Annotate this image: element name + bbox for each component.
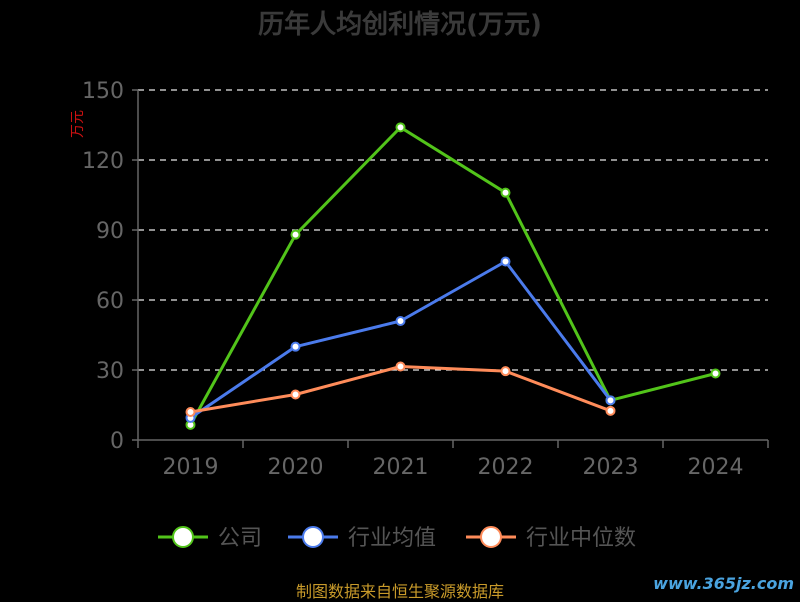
data-point: [290, 389, 301, 400]
legend-label: 公司: [218, 526, 262, 551]
data-point: [500, 366, 511, 377]
data-point: [395, 122, 406, 133]
x-tick-label: 2020: [268, 455, 324, 480]
legend-label: 行业均值: [348, 526, 436, 551]
data-point: [710, 368, 721, 379]
data-point: [500, 187, 511, 198]
x-tick-label: 2022: [478, 455, 534, 480]
legend-marker: [302, 526, 324, 548]
data-point: [290, 229, 301, 240]
y-tick-label: 90: [96, 219, 124, 244]
y-tick-label: 150: [82, 79, 124, 104]
data-point: [290, 341, 301, 352]
series-line: [189, 260, 612, 420]
data-point: [500, 256, 511, 267]
data-point: [605, 405, 616, 416]
data-point: [395, 361, 406, 372]
legend-marker: [172, 526, 194, 548]
watermark: www.365jz.com: [653, 574, 794, 593]
x-tick-label: 2024: [688, 455, 744, 480]
y-tick-label: 30: [96, 359, 124, 384]
series-line: [189, 125, 716, 426]
legend-marker: [480, 526, 502, 548]
y-tick-label: 60: [96, 289, 124, 314]
y-axis-label: 万元: [70, 110, 86, 138]
data-point: [605, 395, 616, 406]
source-note: 制图数据来自恒生聚源数据库: [295, 582, 504, 601]
y-tick-label: 0: [110, 429, 124, 454]
y-tick-label: 120: [82, 149, 124, 174]
x-tick-label: 2019: [163, 455, 219, 480]
chart-title: 历年人均创利情况(万元): [258, 9, 542, 40]
x-tick-label: 2021: [373, 455, 429, 480]
x-tick-label: 2023: [583, 455, 639, 480]
legend-label: 行业中位数: [526, 526, 636, 551]
data-point: [395, 316, 406, 326]
data-point: [185, 407, 196, 417]
